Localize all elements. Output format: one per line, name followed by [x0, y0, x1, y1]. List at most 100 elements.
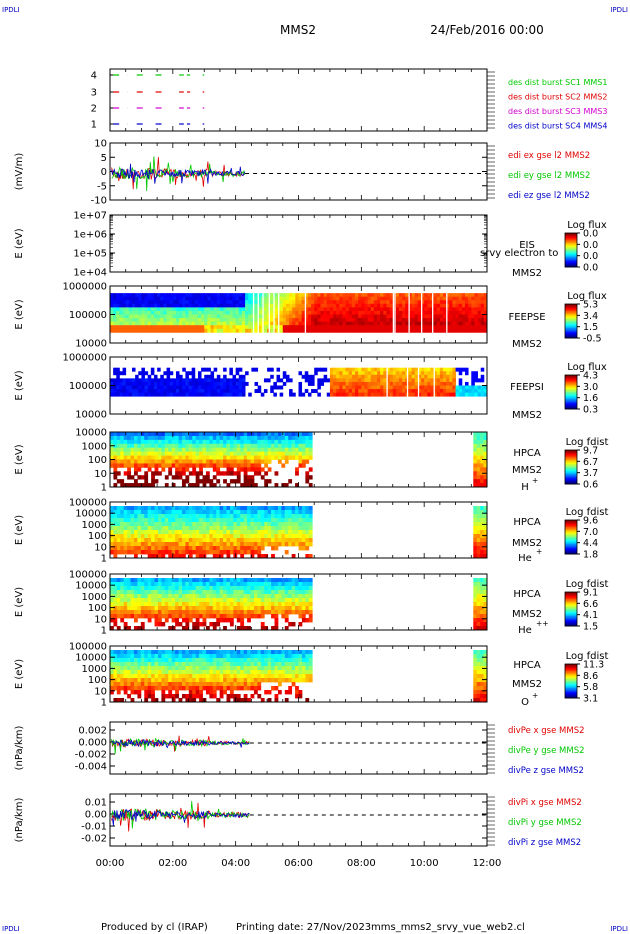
- spectrogram-cell: [151, 514, 155, 519]
- spectrogram-cell: [424, 310, 428, 315]
- spectrogram-cell: [157, 451, 162, 456]
- spectrogram-cell: [219, 534, 224, 539]
- spectrogram-cell: [216, 300, 221, 305]
- spectrogram-cell: [377, 314, 381, 319]
- spectrogram-cell: [201, 310, 205, 315]
- spectrogram-cell: [465, 371, 469, 376]
- spectrogram-cell: [392, 385, 397, 390]
- spectrogram-cell: [427, 318, 431, 323]
- spectrogram-cell: [480, 626, 484, 631]
- spectrogram-cell: [229, 385, 233, 390]
- colorbar-swatch: [565, 469, 577, 472]
- spectrogram-cell: [178, 514, 183, 519]
- spectrogram-cell: [377, 296, 381, 301]
- spectrogram-cell: [358, 307, 362, 312]
- spectrogram-cell: [153, 303, 158, 308]
- spectrogram-cell: [284, 447, 289, 453]
- spectrogram-cell: [480, 475, 484, 480]
- spectrogram-cell: [279, 392, 284, 397]
- spectrogram-cell: [471, 371, 475, 376]
- spectrogram-cell: [364, 307, 369, 312]
- spectrogram-cell: [151, 522, 155, 527]
- spectrogram-cell: [216, 293, 221, 298]
- colorbar-swatch: [565, 538, 577, 541]
- spectrogram-cell: [483, 307, 488, 312]
- spectrogram-cell: [355, 374, 359, 379]
- spectrogram-cell: [123, 451, 128, 456]
- y-tick-label: 10000: [75, 428, 107, 439]
- spectrogram-cell: [473, 455, 478, 460]
- spectrogram-cell: [395, 392, 400, 397]
- spectrogram-cell: [212, 554, 217, 559]
- spectrogram-cell: [339, 389, 343, 394]
- spectrogram-cell: [424, 318, 428, 323]
- spectrogram-cell: [229, 518, 234, 523]
- spectrogram-cell: [257, 451, 262, 456]
- spectrogram-cell: [471, 381, 475, 386]
- spectrogram-cell: [245, 307, 249, 312]
- spectrogram-cell: [263, 328, 268, 333]
- spectrogram-cell: [377, 303, 381, 308]
- spectrogram-cell: [279, 378, 284, 383]
- spectrogram-cell: [483, 300, 488, 305]
- spectrogram-cell: [113, 310, 117, 315]
- spectrogram-cell: [210, 296, 215, 301]
- spectrogram-cell: [223, 325, 227, 330]
- spectrogram-cell: [281, 522, 286, 527]
- spectrogram-cell: [166, 307, 171, 312]
- spectrogram-cell: [199, 518, 203, 523]
- spectrogram-cell: [119, 328, 123, 333]
- spectrogram-cell: [377, 371, 381, 376]
- spectrogram-cell: [298, 447, 303, 453]
- spectrogram-cell: [433, 328, 438, 333]
- colorbar-swatch: [565, 323, 577, 326]
- spectrogram-cell: [240, 578, 245, 583]
- spectrogram-cell: [307, 310, 312, 315]
- spectrogram-cell: [305, 542, 310, 547]
- spectrogram-cell: [271, 606, 275, 611]
- spectrogram-cell: [164, 510, 169, 515]
- spectrogram-cell: [271, 432, 275, 437]
- spectrogram-cell: [212, 443, 217, 449]
- spectrogram-cell: [154, 471, 159, 476]
- spectrogram-cell: [210, 328, 215, 333]
- spectrogram-cell: [284, 610, 289, 615]
- spectrogram-cell: [205, 550, 210, 555]
- spectrogram-cell: [439, 321, 444, 326]
- spectrogram-cell: [113, 483, 118, 488]
- spectrogram-cell: [377, 389, 381, 394]
- spectrogram-cell: [298, 534, 303, 539]
- spectrogram-cell: [476, 546, 481, 551]
- spectrogram-cell: [122, 371, 127, 376]
- spectrogram-cell: [191, 371, 196, 376]
- spectrogram-cell: [233, 594, 238, 599]
- spectrogram-cell: [178, 526, 183, 531]
- spectrogram-cell: [229, 522, 234, 527]
- spectrogram-cell: [243, 455, 248, 460]
- spectrogram-cell: [386, 367, 391, 372]
- spectrogram-cell: [417, 389, 422, 394]
- spectrogram-cell: [483, 518, 488, 523]
- spectrogram-cell: [138, 389, 142, 394]
- spectrogram-cell: [345, 389, 350, 394]
- spectrogram-cell: [240, 530, 245, 535]
- spectrogram-cell: [380, 378, 384, 383]
- spectrogram-cell: [207, 303, 211, 308]
- spectrogram-cell: [157, 506, 162, 511]
- spectrogram-cell: [164, 432, 169, 437]
- spectrogram-cell: [216, 506, 221, 511]
- spectrogram-cell: [141, 374, 145, 379]
- spectrogram-cell: [216, 538, 221, 543]
- colorbar-swatch: [565, 478, 577, 481]
- spectrogram-cell: [153, 325, 158, 330]
- spectrogram-cell: [219, 318, 224, 323]
- spectrogram-cell: [277, 610, 282, 615]
- spectrogram-cell: [288, 622, 293, 627]
- spectrogram-cell: [188, 546, 193, 551]
- spectrogram-cell: [408, 367, 412, 372]
- spectrogram-cell: [243, 479, 248, 484]
- spectrogram-cell: [408, 389, 412, 394]
- spectrogram-cell: [245, 321, 249, 326]
- spectrogram-cell: [367, 385, 372, 390]
- spectrogram-cell: [364, 325, 369, 330]
